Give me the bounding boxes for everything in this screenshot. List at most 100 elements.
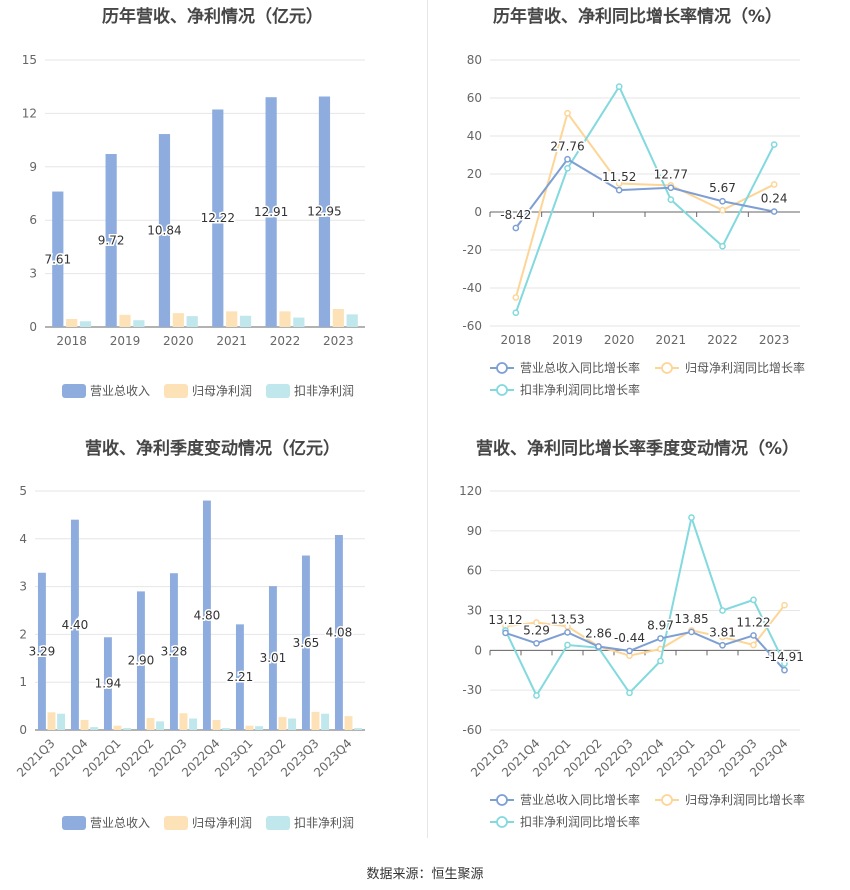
bar [90, 727, 99, 730]
legend-label: 扣非净利润同比增长率 [520, 814, 640, 829]
bar [103, 637, 112, 730]
y-tick-label: 5 [19, 484, 27, 498]
data-point [564, 629, 571, 636]
y-tick-label: 4 [19, 532, 27, 546]
bar [156, 721, 165, 730]
y-tick-label: 0 [29, 320, 37, 334]
data-point [626, 689, 633, 697]
x-tick-label: 2021 [216, 334, 247, 348]
series-line [514, 110, 775, 298]
bar [344, 716, 353, 730]
data-label: 7.61 [44, 252, 71, 266]
chart-title: 历年营收、净利情况（亿元） [102, 7, 323, 27]
data-label: 10.84 [147, 224, 181, 238]
data-label: 9.72 [98, 233, 125, 247]
data-point [667, 184, 675, 192]
bar [136, 591, 145, 730]
bar [332, 309, 344, 327]
bar [235, 624, 244, 730]
quarterly-revenue-profit-chart: 0123452021Q32021Q42022Q12022Q22022Q32022… [14, 484, 365, 830]
data-point [615, 180, 623, 187]
y-tick-label: 60 [467, 564, 482, 578]
bar [268, 586, 277, 730]
legend-swatch [266, 816, 290, 830]
bar [288, 718, 297, 730]
data-point [512, 309, 520, 317]
data-source: 数据来源：恒生聚源 [366, 867, 484, 882]
legend-label: 扣非净利润 [294, 384, 354, 398]
data-point [719, 641, 726, 649]
bar [346, 314, 358, 327]
bar [255, 726, 264, 730]
x-tick-label: 2022 [270, 334, 301, 348]
quarterly-growth-panel: 营收、净利同比增长率季度变动情况（%） -60 -30 0 30 60 90 120 2021… [425, 430, 850, 860]
x-tick-label: 2019 [110, 334, 141, 348]
data-point [657, 635, 664, 642]
data-point [770, 141, 778, 148]
bar [212, 109, 224, 327]
legend-marker [661, 362, 673, 374]
bar [79, 321, 92, 327]
data-point [564, 109, 571, 117]
bar [293, 317, 305, 327]
bar [321, 713, 330, 730]
data-label: 3.29 [29, 644, 56, 658]
data-point [719, 633, 726, 641]
y-tick-label: 120 [459, 484, 482, 498]
data-label: 3.28 [161, 645, 188, 659]
annual-growth-panel: 历年营收、净利同比增长率情况（%） -60 -40 -20 0 20 40 60 80 2018… [425, 0, 850, 430]
annual-revenue-profit-panel: 历年营收、净利情况（亿元） 0 3 6 9 12 15 2018 2019 2020 2021 20… [0, 0, 425, 430]
bar [202, 500, 211, 730]
y-tick-label: 3 [19, 580, 27, 594]
chart-title: 历年营收、净利同比增长率情况（%） [492, 7, 783, 27]
bar [311, 711, 320, 730]
y-tick-label: 20 [467, 167, 482, 181]
data-point [688, 628, 695, 636]
y-tick-label: 0 [474, 205, 482, 219]
y-tick-label: -60 [462, 723, 482, 737]
data-point [750, 641, 757, 649]
data-point [512, 224, 520, 232]
legend-swatch [266, 384, 290, 398]
legend-marker [496, 794, 508, 806]
bar [52, 191, 64, 327]
data-point [533, 619, 540, 626]
data-point [615, 83, 623, 90]
data-label: 12.77 [654, 168, 688, 182]
data-label: 13.53 [550, 612, 584, 626]
x-tick-label: 2020 [604, 333, 635, 347]
quarterly-revenue-profit-panel: 营收、净利季度变动情况（亿元） 0 1 2 3 4 5 2021Q3 2021Q4 2022Q1… [0, 430, 425, 860]
bar [186, 316, 198, 327]
y-tick-label: -20 [462, 243, 482, 257]
data-point [595, 643, 602, 650]
chart-title: 营收、净利季度变动情况（亿元） [85, 439, 340, 459]
data-label: 12.22 [201, 211, 235, 225]
data-point [719, 242, 726, 250]
legend-label: 营业总收入 [90, 384, 150, 398]
bar [169, 573, 178, 730]
y-tick-label: 60 [467, 91, 482, 105]
y-tick-label: 80 [467, 53, 482, 67]
y-tick-label: 90 [467, 524, 482, 538]
data-label: 5.67 [709, 181, 736, 195]
bar [334, 534, 343, 730]
bar [265, 97, 277, 328]
bar [105, 153, 117, 327]
bar [245, 725, 254, 730]
x-tick-label: 2022 [707, 333, 738, 347]
legend-label: 归母净利润同比增长率 [685, 360, 805, 375]
data-label: -8.42 [500, 208, 531, 222]
y-tick-label: 9 [29, 160, 37, 174]
data-label: 11.22 [736, 615, 770, 629]
data-point [781, 666, 788, 674]
x-tick-label: 2020 [163, 334, 194, 348]
y-tick-label: 6 [29, 213, 37, 227]
bar [133, 320, 145, 327]
bar [301, 555, 310, 730]
bar [239, 315, 252, 327]
legend-label: 营业总收入同比增长率 [520, 360, 640, 375]
series-line [504, 513, 786, 698]
bar [189, 718, 198, 730]
bar [123, 728, 132, 730]
bar [278, 717, 287, 730]
